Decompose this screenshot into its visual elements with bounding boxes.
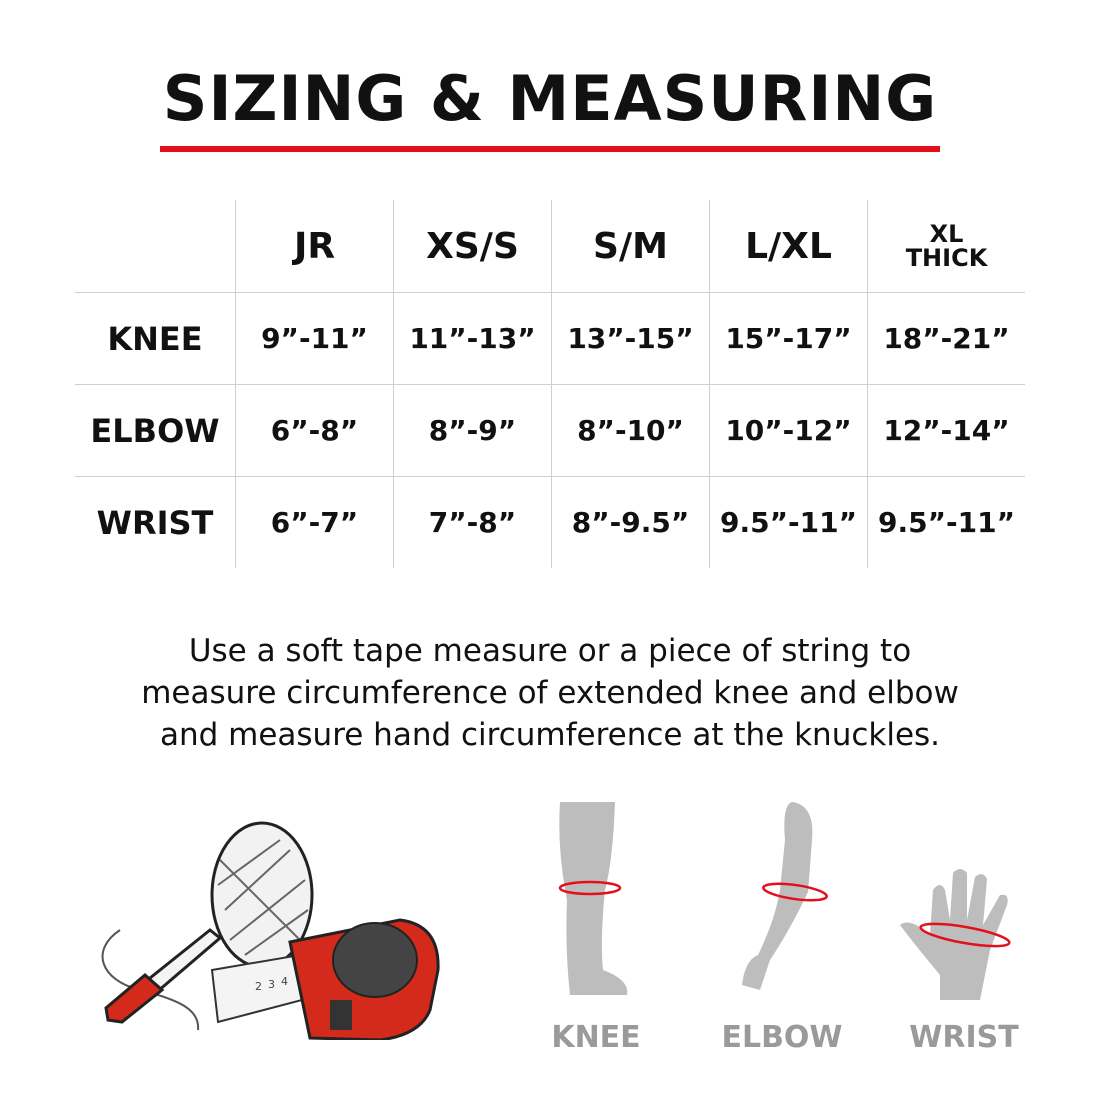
table-cell: 9”-11” <box>235 292 394 385</box>
column-header-line: THICK <box>905 244 988 272</box>
instruction-line: measure circumference of extended knee a… <box>141 675 959 711</box>
table-cell: 8”-9.5” <box>551 476 710 568</box>
table-cell: 6”-7” <box>235 476 394 568</box>
body-part-label-elbow: ELBOW <box>721 1020 843 1055</box>
table-cell: 18”-21” <box>867 292 1025 385</box>
column-header: XS/S <box>393 200 552 293</box>
table-cell: 9.5”-11” <box>709 476 868 568</box>
tape-measure-icon: 2 3 4 <box>210 918 440 1040</box>
title-underline <box>160 146 940 152</box>
row-label: KNEE <box>75 292 236 385</box>
table-cell: 6”-8” <box>235 384 394 477</box>
table-header-row: JR XS/S S/M L/XL XL THICK <box>75 200 1025 293</box>
corner-cell <box>75 200 236 293</box>
tape-digit: 4 <box>281 975 288 988</box>
instruction-line: and measure hand circumference at the kn… <box>159 717 941 753</box>
measuring-tools-icon: 2 3 4 <box>101 821 440 1040</box>
table-cell: 15”-17” <box>709 292 868 385</box>
circumference-arrow-icon <box>919 922 1011 948</box>
column-header-xl-thick: XL THICK <box>867 200 1025 293</box>
instruction-line: Use a soft tape measure or a piece of st… <box>188 633 912 669</box>
marker-icon <box>104 928 223 1024</box>
table-cell: 8”-10” <box>551 384 710 477</box>
table-row: WRIST 6”-7” 7”-8” 8”-9.5” 9.5”-11” 9.5”-… <box>75 476 1025 568</box>
table-row: KNEE 9”-11” 11”-13” 13”-15” 15”-17” 18”-… <box>75 292 1025 385</box>
circumference-arrow-icon <box>762 882 828 902</box>
measuring-instructions: Use a soft tape measure or a piece of st… <box>0 630 1100 756</box>
size-table: JR XS/S S/M L/XL XL THICK KNEE 9”-11” 11… <box>75 200 1025 568</box>
tape-digit: 2 <box>255 980 262 993</box>
circumference-arrow-icon <box>558 880 622 896</box>
table-cell: 9.5”-11” <box>867 476 1025 568</box>
column-header-line: XL <box>929 220 964 248</box>
arm-icon <box>742 802 828 990</box>
table-cell: 13”-15” <box>551 292 710 385</box>
table-cell: 12”-14” <box>867 384 1025 477</box>
column-header: S/M <box>551 200 710 293</box>
table-cell: 11”-13” <box>393 292 552 385</box>
column-header: JR <box>235 200 394 293</box>
tape-digit: 3 <box>268 978 275 991</box>
page-title: SIZING & MEASURING <box>162 62 938 135</box>
leg-icon <box>558 802 628 995</box>
row-label: WRIST <box>75 476 236 568</box>
table-cell: 7”-8” <box>393 476 552 568</box>
table-row: ELBOW 6”-8” 8”-9” 8”-10” 10”-12” 12”-14” <box>75 384 1025 477</box>
body-part-label-wrist: WRIST <box>909 1020 1019 1055</box>
column-header: L/XL <box>709 200 868 293</box>
hand-icon <box>900 869 1011 1000</box>
body-part-label-knee: KNEE <box>551 1020 641 1055</box>
table-cell: 10”-12” <box>709 384 868 477</box>
row-label: ELBOW <box>75 384 236 477</box>
table-cell: 8”-9” <box>393 384 552 477</box>
